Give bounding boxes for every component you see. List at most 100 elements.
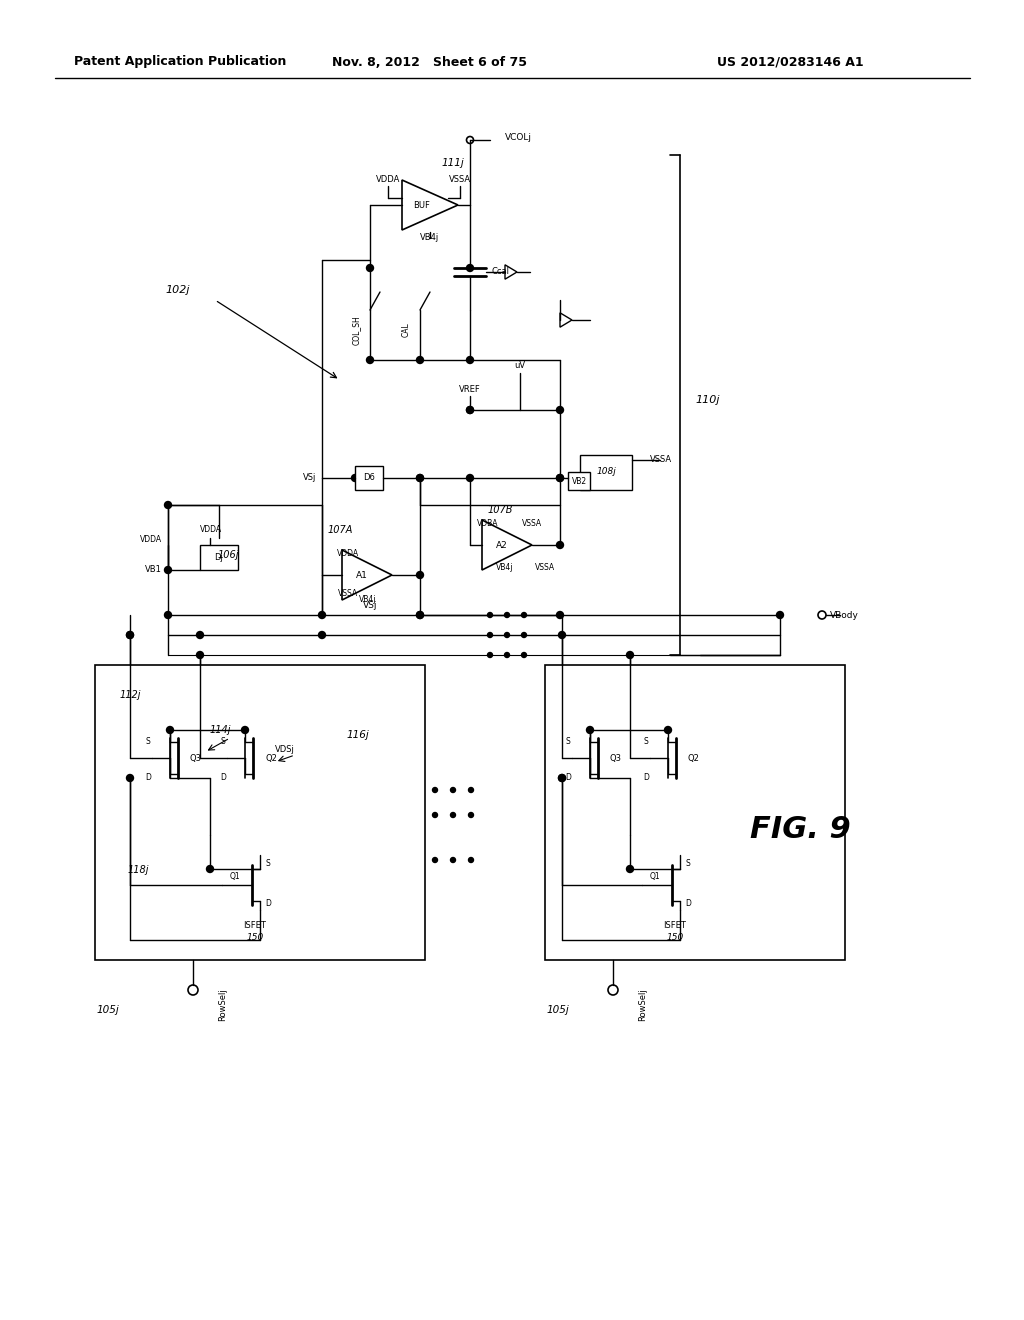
Text: VB2: VB2: [571, 477, 587, 486]
Circle shape: [505, 612, 510, 618]
Circle shape: [487, 612, 493, 618]
Text: 108j: 108j: [596, 467, 615, 477]
Text: D: D: [685, 899, 691, 908]
Text: Q3: Q3: [190, 754, 202, 763]
Circle shape: [417, 572, 424, 578]
Text: Q1: Q1: [229, 873, 241, 882]
Circle shape: [556, 474, 563, 482]
Text: Q2: Q2: [265, 754, 276, 763]
Text: Nov. 8, 2012   Sheet 6 of 75: Nov. 8, 2012 Sheet 6 of 75: [333, 55, 527, 69]
Circle shape: [487, 632, 493, 638]
Circle shape: [367, 264, 374, 272]
Text: VSj: VSj: [303, 474, 316, 483]
Circle shape: [776, 611, 783, 619]
Circle shape: [451, 788, 456, 792]
Polygon shape: [560, 313, 572, 327]
Text: ISFET: ISFET: [244, 920, 266, 929]
Circle shape: [627, 652, 634, 659]
Text: S: S: [565, 738, 570, 747]
Text: Q3: Q3: [610, 754, 622, 763]
Text: Dj: Dj: [215, 553, 223, 561]
Text: D: D: [643, 774, 649, 783]
Circle shape: [558, 775, 565, 781]
Text: D: D: [265, 899, 271, 908]
Text: Q2: Q2: [688, 754, 699, 763]
Text: CAL: CAL: [401, 322, 411, 338]
Circle shape: [521, 612, 526, 618]
Text: FIG. 9: FIG. 9: [750, 816, 850, 845]
Circle shape: [165, 611, 171, 619]
Text: VB4j: VB4j: [497, 564, 514, 573]
Circle shape: [432, 788, 437, 792]
Bar: [580, 455, 632, 490]
Text: VSSA: VSSA: [449, 176, 471, 185]
Text: 107A: 107A: [328, 525, 352, 535]
Polygon shape: [342, 550, 392, 601]
Circle shape: [417, 474, 424, 482]
Circle shape: [487, 652, 493, 657]
Text: 114j: 114j: [209, 725, 230, 735]
Text: S: S: [220, 738, 225, 747]
Text: VDBA: VDBA: [477, 520, 499, 528]
Circle shape: [432, 858, 437, 862]
Text: US 2012/0283146 A1: US 2012/0283146 A1: [717, 55, 863, 69]
Text: A1: A1: [356, 570, 368, 579]
Text: 106j: 106j: [217, 550, 239, 560]
Circle shape: [467, 356, 473, 363]
Text: VB4j: VB4j: [421, 234, 439, 243]
Circle shape: [318, 611, 326, 619]
Circle shape: [467, 474, 473, 482]
Text: VSSA: VSSA: [650, 455, 672, 465]
Text: 105j: 105j: [547, 1005, 569, 1015]
Bar: [95, 665, 425, 960]
Text: S: S: [265, 858, 270, 867]
Text: ISFET: ISFET: [664, 920, 686, 929]
Text: VSSA: VSSA: [522, 520, 542, 528]
Circle shape: [627, 866, 634, 873]
Text: 102j: 102j: [166, 285, 190, 294]
Text: 150: 150: [667, 932, 684, 941]
Circle shape: [127, 775, 133, 781]
Circle shape: [417, 611, 424, 619]
Text: S: S: [686, 858, 690, 867]
Circle shape: [505, 652, 510, 657]
Circle shape: [467, 407, 473, 413]
Circle shape: [558, 775, 565, 781]
Text: Ccal: Ccal: [492, 268, 510, 276]
Circle shape: [665, 726, 672, 734]
Text: 112j: 112j: [120, 690, 141, 700]
Text: 116j: 116j: [347, 730, 370, 741]
Circle shape: [197, 652, 204, 659]
Text: S: S: [644, 738, 648, 747]
Text: VCOLj: VCOLj: [505, 133, 532, 143]
Text: VSSA: VSSA: [338, 590, 358, 598]
Circle shape: [556, 474, 563, 482]
Circle shape: [127, 631, 133, 639]
Circle shape: [242, 726, 249, 734]
Text: D6: D6: [364, 474, 375, 483]
Circle shape: [351, 474, 358, 482]
Circle shape: [467, 407, 473, 413]
Text: Patent Application Publication: Patent Application Publication: [74, 55, 286, 69]
Circle shape: [469, 788, 473, 792]
Text: D: D: [565, 774, 571, 783]
Bar: [200, 545, 238, 570]
Circle shape: [432, 813, 437, 817]
Circle shape: [469, 813, 473, 817]
Circle shape: [556, 611, 563, 619]
Circle shape: [505, 632, 510, 638]
Text: VB4j: VB4j: [359, 595, 377, 605]
Circle shape: [417, 611, 424, 619]
Circle shape: [165, 566, 171, 573]
Text: VDSj: VDSj: [275, 746, 295, 755]
Text: VDDA: VDDA: [376, 176, 400, 185]
Polygon shape: [402, 180, 458, 230]
Text: BUF: BUF: [414, 201, 430, 210]
Circle shape: [521, 652, 526, 657]
Text: VDDA: VDDA: [337, 549, 359, 558]
Circle shape: [417, 356, 424, 363]
Text: S: S: [145, 738, 151, 747]
Circle shape: [556, 541, 563, 549]
Polygon shape: [505, 265, 517, 280]
Bar: [545, 665, 845, 960]
